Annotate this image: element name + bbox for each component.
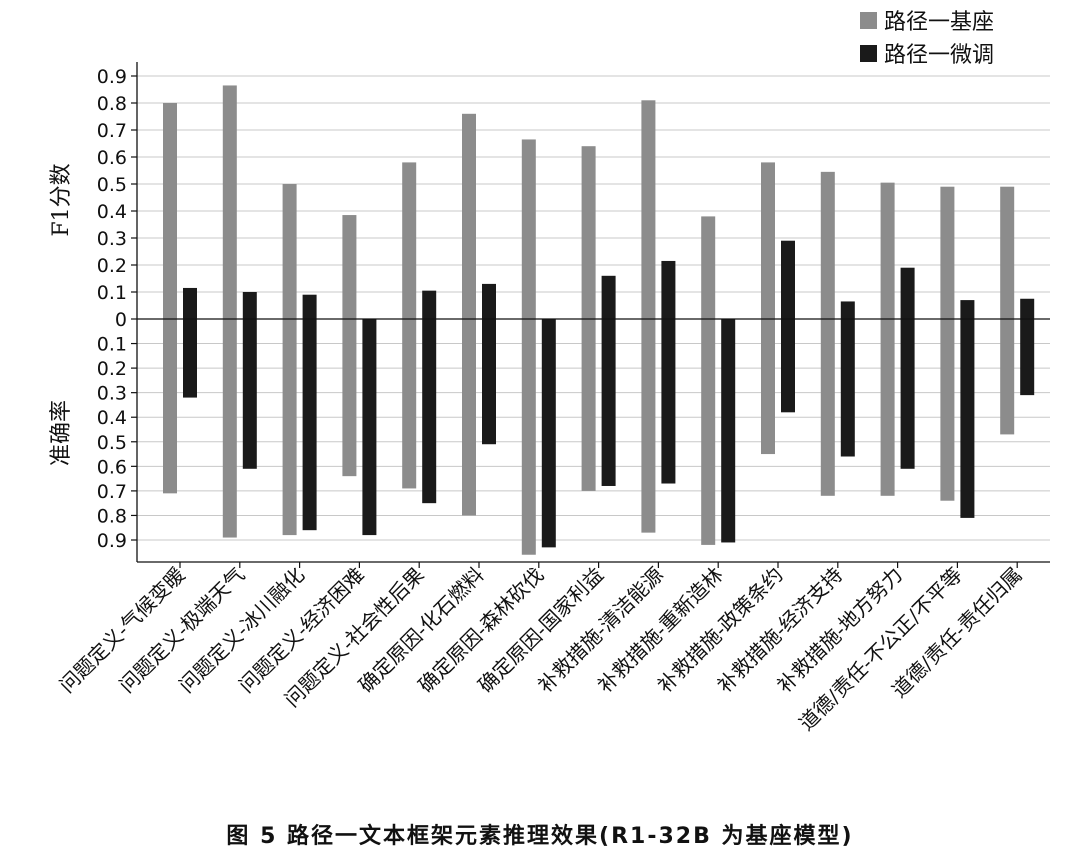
bar-finetune (900, 267, 915, 469)
bar-finetune (302, 294, 317, 531)
bar-finetune (661, 260, 676, 484)
y-tick-label: 0.2 (97, 358, 127, 380)
bar-finetune (601, 275, 616, 486)
bar-base (1000, 186, 1015, 435)
y-tick-label: 0.2 (97, 255, 127, 277)
bar-base (342, 215, 357, 477)
y-tick-label: 0.3 (97, 228, 127, 250)
y-tick-label: 0.6 (97, 456, 127, 478)
bar-base (880, 182, 895, 496)
bar-base (820, 171, 835, 496)
bar-finetune (1020, 298, 1035, 396)
bar-base (641, 100, 656, 533)
y-tick-label: 0.4 (97, 407, 127, 429)
y-tick-label: 0.1 (97, 334, 127, 356)
y-tick-label: 0.5 (97, 432, 127, 454)
bar-base (462, 113, 476, 516)
legend-label-base: 路径一基座 (884, 10, 994, 35)
bar-finetune (422, 290, 437, 504)
bar-finetune (362, 319, 377, 536)
y-axis-label-top: F1分数 (49, 163, 74, 236)
legend-label-finetune: 路径一微调 (884, 43, 994, 68)
legend-swatch-base (860, 12, 877, 29)
bar-base (163, 103, 177, 494)
y-tick-label: 0.7 (97, 120, 127, 142)
bar-chart: 0.90.80.70.60.50.40.30.20.100.10.20.30.4… (49, 10, 1050, 736)
y-tick-labels: 0.90.80.70.60.50.40.30.20.100.10.20.30.4… (97, 66, 127, 552)
bar-finetune (840, 301, 855, 457)
bar-finetune (541, 319, 556, 548)
y-tick-label: 0.1 (97, 282, 127, 304)
figure-caption: 图 5 路径一文本框架元素推理效果(R1-32B 为基座模型) (226, 824, 854, 849)
y-tick-label: 0.3 (97, 383, 127, 405)
bar-finetune (242, 292, 257, 469)
bar-base (222, 85, 237, 538)
bar-base (701, 216, 716, 545)
y-tick-label: 0.5 (97, 174, 127, 196)
y-tick-label: 0.6 (97, 147, 127, 169)
bar-base (761, 162, 775, 455)
bar-finetune (482, 283, 496, 445)
bar-finetune (960, 300, 975, 518)
y-tick-label: 0 (115, 309, 127, 331)
axes (131, 62, 1050, 568)
bar-base (282, 184, 297, 536)
y-tick-label: 0.4 (97, 201, 127, 223)
bar-finetune (781, 240, 795, 413)
y-axis-label-bottom: 准确率 (49, 400, 74, 466)
x-category-labels: 问题定义-气候变暖问题定义-极端天气问题定义-冰川融化问题定义-经济困难问题定义… (55, 563, 1027, 736)
bar-base (940, 186, 955, 501)
legend: 路径一基座 路径一微调 (860, 10, 994, 68)
bar-finetune (183, 287, 197, 398)
bar-base (402, 162, 417, 489)
bar-finetune (721, 319, 736, 543)
y-tick-label: 0.9 (97, 530, 127, 552)
bars (163, 85, 1035, 555)
y-tick-label: 0.8 (97, 505, 127, 527)
y-tick-label: 0.9 (97, 66, 127, 88)
y-tick-label: 0.7 (97, 481, 127, 503)
bar-base (521, 139, 536, 555)
y-tick-label: 0.8 (97, 93, 127, 115)
legend-swatch-finetune (860, 45, 877, 62)
